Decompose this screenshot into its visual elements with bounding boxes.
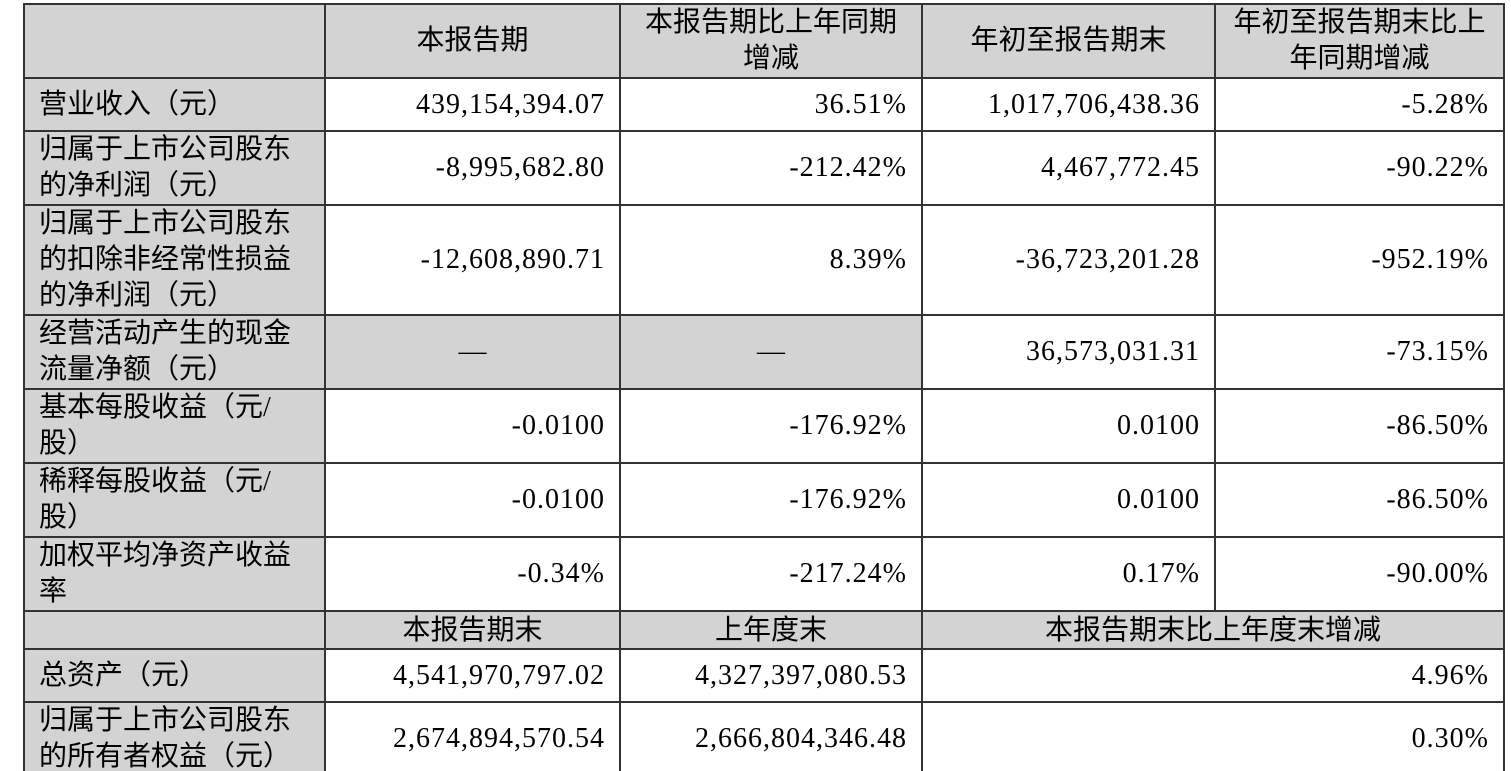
- value-cell: 2,666,804,346.48: [619, 701, 923, 771]
- table-row-revenue: 营业收入（元） 439,154,394.07 36.51% 1,017,706,…: [23, 77, 1505, 132]
- value-cell: -176.92%: [619, 388, 923, 464]
- value-cell: 36,573,031.31: [921, 314, 1216, 390]
- value-cell: 8.39%: [619, 204, 923, 316]
- header-row: 本报告期 本报告期比上年同期 增减 年初至报告期末 年初至报告期末比上 年同期增…: [23, 3, 1505, 79]
- row-label: 归属于上市公司股东 的净利润（元）: [23, 130, 326, 206]
- value-cell: -176.92%: [619, 462, 923, 538]
- subheader-row: 本报告期末 上年度末 本报告期末比上年度末增减: [23, 610, 1505, 650]
- value-cell: 0.17%: [921, 536, 1216, 612]
- subheader-end-of-period: 本报告期末: [324, 610, 621, 650]
- subheader-end-of-last-year: 上年度末: [619, 610, 923, 650]
- header-ytd-yoy: 年初至报告期末比上 年同期增减: [1214, 3, 1505, 79]
- value-cell: 0.0100: [921, 462, 1216, 538]
- table-row-basic-eps: 基本每股收益（元/ 股） -0.0100 -176.92% 0.0100 -86…: [23, 388, 1505, 464]
- value-cell: -5.28%: [1214, 77, 1505, 132]
- table-row-operating-cash-flow: 经营活动产生的现金 流量净额（元） — — 36,573,031.31 -73.…: [23, 314, 1505, 390]
- value-cell: -0.0100: [324, 388, 621, 464]
- value-cell: 36.51%: [619, 77, 923, 132]
- value-cell: 4,541,970,797.02: [324, 648, 621, 703]
- subheader-corner-cell: [23, 610, 326, 650]
- row-label: 归属于上市公司股东 的扣除非经常性损益 的净利润（元）: [23, 204, 326, 316]
- header-corner-cell: [23, 3, 326, 79]
- value-cell: -12,608,890.71: [324, 204, 621, 316]
- value-cell: -952.19%: [1214, 204, 1505, 316]
- financial-summary-table: 本报告期 本报告期比上年同期 增减 年初至报告期末 年初至报告期末比上 年同期增…: [23, 3, 1505, 771]
- table-row-net-profit-excl-nonrecurring: 归属于上市公司股东 的扣除非经常性损益 的净利润（元） -12,608,890.…: [23, 204, 1505, 316]
- header-current-period: 本报告期: [324, 3, 621, 79]
- value-cell: 4,327,397,080.53: [619, 648, 923, 703]
- empty-dash-cell: —: [324, 314, 621, 390]
- row-label: 总资产（元）: [23, 648, 326, 703]
- value-cell: -0.0100: [324, 462, 621, 538]
- row-label: 加权平均净资产收益 率: [23, 536, 326, 612]
- row-label: 归属于上市公司股东 的所有者权益（元）: [23, 701, 326, 771]
- header-current-period-yoy: 本报告期比上年同期 增减: [619, 3, 923, 79]
- value-cell: -86.50%: [1214, 388, 1505, 464]
- value-cell: 2,674,894,570.54: [324, 701, 621, 771]
- value-cell: 0.0100: [921, 388, 1216, 464]
- table-row-owners-equity: 归属于上市公司股东 的所有者权益（元） 2,674,894,570.54 2,6…: [23, 701, 1505, 771]
- value-cell: -212.42%: [619, 130, 923, 206]
- empty-dash-cell: —: [619, 314, 923, 390]
- row-label: 经营活动产生的现金 流量净额（元）: [23, 314, 326, 390]
- value-cell: 4.96%: [921, 648, 1505, 703]
- value-cell: 1,017,706,438.36: [921, 77, 1216, 132]
- value-cell: -86.50%: [1214, 462, 1505, 538]
- table-row-weighted-avg-roe: 加权平均净资产收益 率 -0.34% -217.24% 0.17% -90.00…: [23, 536, 1505, 612]
- value-cell: -73.15%: [1214, 314, 1505, 390]
- value-cell: -0.34%: [324, 536, 621, 612]
- value-cell: -36,723,201.28: [921, 204, 1216, 316]
- value-cell: 4,467,772.45: [921, 130, 1216, 206]
- value-cell: -90.22%: [1214, 130, 1505, 206]
- value-cell: -217.24%: [619, 536, 923, 612]
- header-ytd: 年初至报告期末: [921, 3, 1216, 79]
- value-cell: -8,995,682.80: [324, 130, 621, 206]
- value-cell: -90.00%: [1214, 536, 1505, 612]
- table-row-diluted-eps: 稀释每股收益（元/ 股） -0.0100 -176.92% 0.0100 -86…: [23, 462, 1505, 538]
- row-label: 基本每股收益（元/ 股）: [23, 388, 326, 464]
- subheader-change-vs-year-end: 本报告期末比上年度末增减: [921, 610, 1505, 650]
- value-cell: 439,154,394.07: [324, 77, 621, 132]
- row-label: 稀释每股收益（元/ 股）: [23, 462, 326, 538]
- table-row-net-profit: 归属于上市公司股东 的净利润（元） -8,995,682.80 -212.42%…: [23, 130, 1505, 206]
- value-cell: 0.30%: [921, 701, 1505, 771]
- table-row-total-assets: 总资产（元） 4,541,970,797.02 4,327,397,080.53…: [23, 648, 1505, 703]
- row-label: 营业收入（元）: [23, 77, 326, 132]
